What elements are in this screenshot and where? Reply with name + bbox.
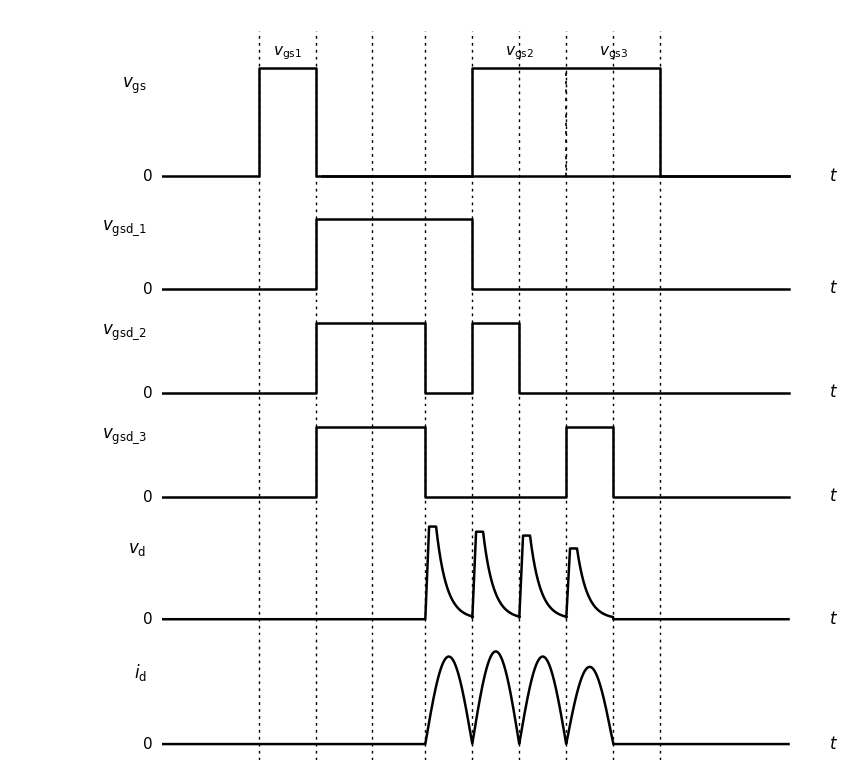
Text: $t$: $t$: [828, 384, 838, 402]
Text: $v_{\mathrm{gs1}}$: $v_{\mathrm{gs1}}$: [273, 45, 302, 62]
Text: $v_{\mathrm{gs2}}$: $v_{\mathrm{gs2}}$: [504, 45, 533, 62]
Text: $v_{\mathrm{d}}$: $v_{\mathrm{d}}$: [128, 540, 147, 558]
Text: $v_{\mathrm{gs3}}$: $v_{\mathrm{gs3}}$: [598, 45, 627, 62]
Text: $0$: $0$: [142, 281, 153, 297]
Text: $v_{\mathrm{gsd\_2}}$: $v_{\mathrm{gsd\_2}}$: [102, 323, 147, 342]
Text: $0$: $0$: [142, 612, 153, 627]
Text: $v_{\mathrm{gsd\_3}}$: $v_{\mathrm{gsd\_3}}$: [102, 427, 147, 446]
Text: $0$: $0$: [142, 385, 153, 401]
Text: $0$: $0$: [142, 489, 153, 505]
Text: $t$: $t$: [828, 280, 838, 298]
Text: $t$: $t$: [828, 168, 838, 185]
Text: $0$: $0$: [142, 168, 153, 184]
Text: $v_{\mathrm{gs}}$: $v_{\mathrm{gs}}$: [122, 76, 147, 96]
Text: $t$: $t$: [828, 735, 838, 752]
Text: $i_{\mathrm{d}}$: $i_{\mathrm{d}}$: [133, 662, 147, 683]
Text: $v_{\mathrm{gsd\_1}}$: $v_{\mathrm{gsd\_1}}$: [102, 218, 147, 238]
Text: $0$: $0$: [142, 736, 153, 752]
Text: $t$: $t$: [828, 489, 838, 506]
Text: $t$: $t$: [828, 611, 838, 628]
